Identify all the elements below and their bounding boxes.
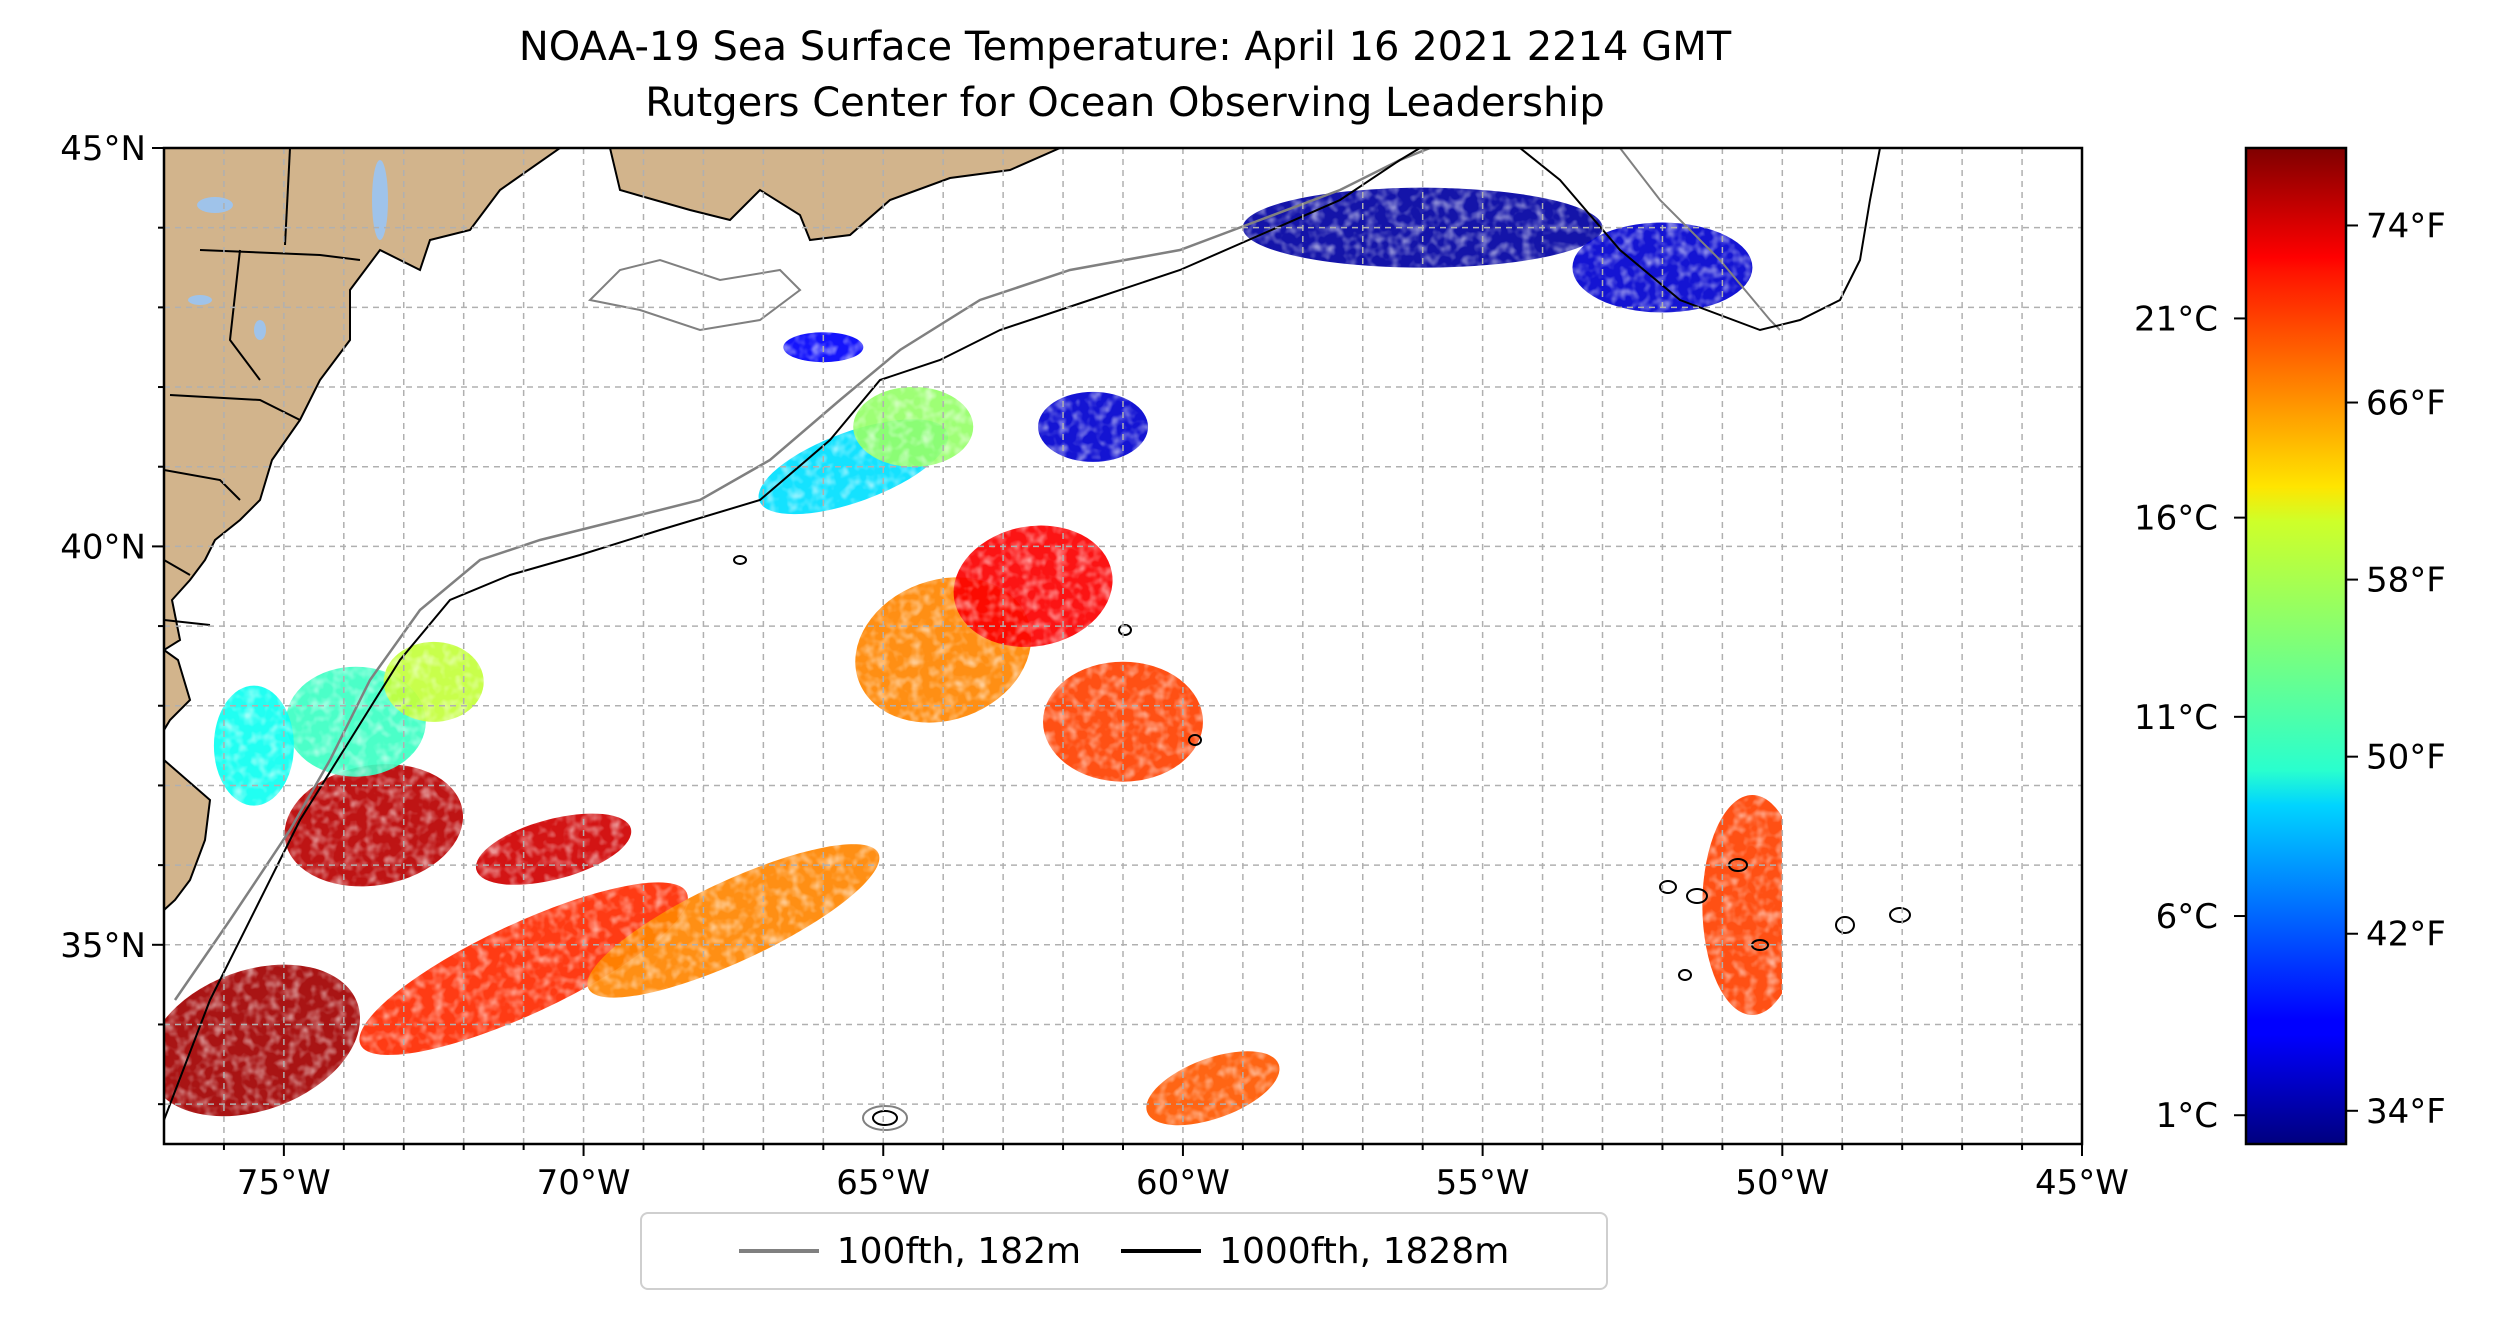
isobath-100fth-gulf [587, 258, 802, 332]
colorbar-label-c: 21°C [2134, 299, 2218, 339]
lat-tick-label: 35°N [60, 926, 146, 966]
colorbar-labels: 74°F 66°F 58°F 50°F 42°F 34°F 21°C 16°C 11°C 6°C 1… [2134, 206, 2446, 1136]
lon-tick-label: 60°W [1136, 1163, 1230, 1203]
colorbar-label-c: 11°C [2134, 698, 2218, 738]
map-title: NOAA-19 Sea Surface Temperature: April 1… [518, 24, 1732, 70]
legend-swatch-black [1121, 1249, 1202, 1253]
lon-tick-label: 75°W [237, 1163, 331, 1203]
isobath-100fth [173, 148, 1431, 1001]
gridlines [164, 148, 2082, 1144]
lon-tick-label: 65°W [836, 1163, 930, 1203]
lon-tick-label: 45°W [2035, 1163, 2129, 1203]
land-mass [164, 148, 1061, 912]
map-subtitle: Rutgers Center for Ocean Observing Leade… [645, 80, 1605, 126]
lat-tick-label: 40°N [60, 527, 146, 567]
lon-tick-label: 55°W [1436, 1163, 1530, 1203]
legend-label-100fth: 100fth, 182m [836, 1230, 1082, 1272]
colorbar-label-f: 42°F [2366, 915, 2446, 955]
legend-item-1000fth: 1000fth, 1828m [1121, 1231, 1509, 1272]
colorbar-label-f: 74°F [2366, 206, 2446, 246]
legend-swatch-gray [738, 1249, 819, 1253]
seamounts [733, 555, 1911, 1131]
colorbar-ticks [2234, 224, 2358, 1117]
colorbar-label-f: 50°F [2366, 738, 2446, 778]
legend: 100fth, 182m 1000fth, 1828m [640, 1212, 1608, 1290]
axis-ticks [152, 147, 2083, 1156]
colorbar-label-c: 1°C [2156, 1096, 2218, 1136]
cloud-speckle [164, 148, 1782, 1144]
colorbar-label-f: 34°F [2366, 1092, 2446, 1132]
legend-label-1000fth: 1000fth, 1828m [1219, 1230, 1510, 1272]
axis-labels: 75°W 70°W 65°W 60°W 55°W 50°W 45°W 45°N 40°N 35°N [60, 129, 2129, 1203]
colorbar-label-f: 58°F [2366, 561, 2446, 601]
lat-tick-label: 45°N [60, 129, 146, 169]
colorbar-label-c: 6°C [2156, 897, 2218, 937]
lon-tick-label: 70°W [537, 1163, 631, 1203]
legend-item-100fth: 100fth, 182m [738, 1230, 1082, 1272]
colorbar-label-c: 16°C [2134, 499, 2218, 539]
colorbar-label-f: 66°F [2366, 384, 2446, 424]
lon-tick-label: 50°W [1735, 1163, 1829, 1203]
isobath-1000fth-east [1519, 148, 1881, 332]
colorbar [2244, 146, 2348, 1146]
isobath-100fth-east [1619, 148, 1781, 331]
isobath-1000fth [164, 148, 1421, 1121]
